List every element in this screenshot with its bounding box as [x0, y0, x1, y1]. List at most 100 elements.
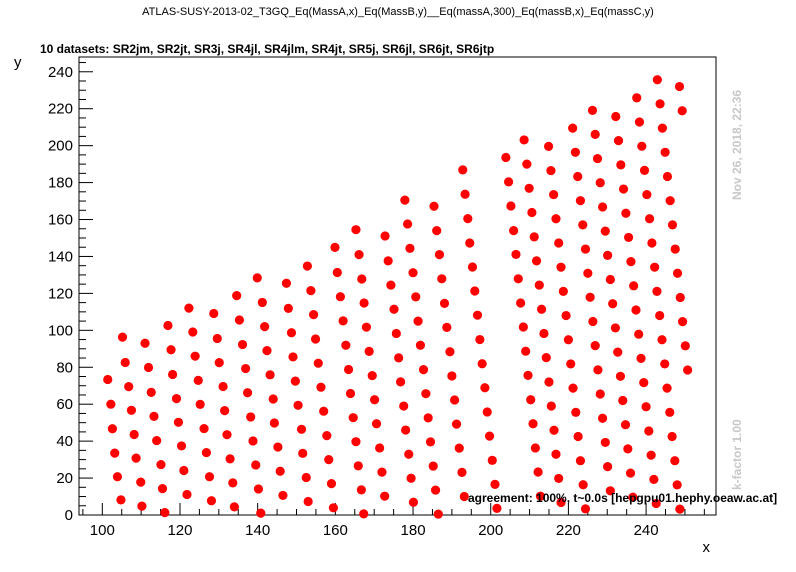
data-point: [429, 201, 439, 211]
data-point: [467, 262, 478, 272]
data-point: [608, 299, 618, 309]
data-point: [583, 268, 593, 278]
data-point: [408, 268, 418, 278]
data-point: [597, 202, 608, 212]
data-point: [650, 262, 660, 272]
data-point: [522, 159, 532, 169]
data-point: [404, 449, 414, 459]
data-point: [561, 310, 571, 321]
data-point: [516, 298, 526, 308]
timestamp-label: Nov 26, 2018, 22:36: [730, 89, 744, 200]
data-point: [613, 347, 623, 357]
data-point: [356, 485, 366, 495]
data-point: [670, 456, 680, 466]
data-point: [556, 262, 566, 272]
data-point: [620, 420, 631, 430]
data-point: [309, 310, 319, 320]
data-point: [544, 377, 554, 387]
data-point: [603, 250, 613, 260]
data-point: [475, 334, 485, 345]
data-point: [628, 492, 638, 502]
data-point: [188, 327, 198, 337]
data-point: [593, 365, 603, 375]
data-point: [310, 334, 321, 344]
data-point: [160, 507, 170, 518]
data-point: [156, 459, 166, 470]
data-point: [163, 320, 173, 331]
y-tick-label: 20: [56, 470, 73, 487]
data-point: [117, 332, 128, 342]
data-point: [394, 353, 404, 363]
data-point: [616, 160, 626, 170]
data-point: [369, 395, 380, 405]
data-point: [442, 322, 452, 332]
data-point: [543, 141, 554, 151]
data-point: [253, 484, 264, 494]
data-point: [241, 363, 251, 374]
data-point: [199, 423, 209, 434]
data-point: [220, 406, 230, 416]
data-point: [112, 472, 123, 482]
data-point: [546, 401, 556, 411]
data-point: [566, 359, 576, 369]
data-point: [657, 335, 667, 345]
data-point: [513, 274, 523, 284]
data-point: [129, 429, 139, 440]
data-point: [590, 129, 600, 139]
data-point: [592, 153, 603, 164]
data-point: [262, 346, 272, 356]
data-point: [677, 317, 688, 327]
data-point: [655, 99, 665, 109]
data-point: [400, 195, 410, 205]
y-tick-label: 240: [48, 64, 73, 81]
data-point: [530, 443, 540, 453]
data-point: [636, 353, 646, 363]
data-point: [578, 480, 588, 490]
x-tick-label: 180: [401, 522, 426, 539]
data-point: [672, 480, 682, 490]
data-point: [459, 491, 469, 502]
data-point: [322, 430, 332, 441]
data-point: [248, 436, 258, 446]
data-point: [290, 376, 300, 386]
data-point: [595, 178, 605, 188]
data-point: [353, 461, 363, 471]
data-point: [600, 437, 610, 448]
data-point: [465, 238, 475, 248]
data-point: [418, 365, 429, 375]
x-tick-label: 240: [634, 522, 659, 539]
y-tick-label: 140: [48, 248, 73, 265]
data-point: [537, 304, 547, 314]
data-point: [120, 357, 130, 368]
data-point: [413, 316, 423, 326]
data-point: [131, 453, 141, 463]
data-point: [190, 351, 200, 361]
data-point: [611, 111, 621, 122]
data-point: [136, 477, 146, 487]
data-point: [534, 280, 544, 290]
data-point: [526, 395, 536, 405]
data-point: [359, 298, 369, 308]
data-point: [296, 424, 307, 434]
data-point: [149, 411, 159, 421]
data-point: [551, 449, 561, 459]
data-point: [176, 441, 187, 451]
data-point: [524, 183, 534, 193]
data-point: [408, 497, 419, 507]
data-point: [642, 189, 652, 200]
data-point: [573, 171, 583, 182]
data-point: [632, 93, 642, 103]
data-point: [137, 501, 147, 511]
y-tick-label: 60: [56, 396, 73, 413]
data-point: [171, 394, 182, 404]
data-point: [610, 323, 621, 333]
data-point: [343, 364, 354, 375]
data-point: [229, 502, 239, 512]
data-point: [571, 407, 581, 417]
data-point: [116, 495, 126, 505]
data-point: [324, 454, 334, 465]
data-point: [549, 189, 559, 200]
data-point: [257, 297, 267, 308]
data-point: [268, 394, 278, 404]
data-point: [430, 485, 441, 495]
